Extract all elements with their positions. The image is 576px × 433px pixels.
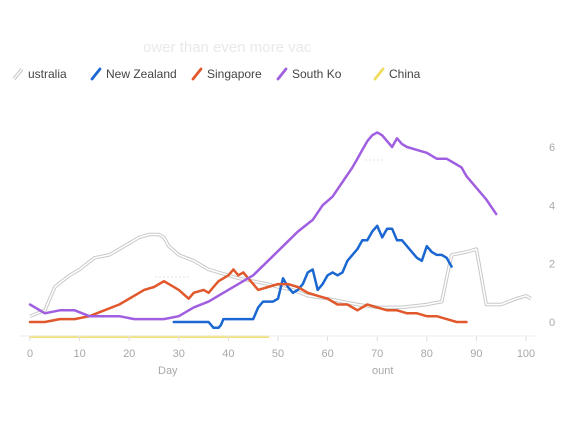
- series-group: [28, 131, 532, 338]
- x-tick-label: 40: [222, 348, 234, 360]
- y-tick-label: 2: [549, 259, 555, 271]
- legend-label-australia: ustralia: [28, 67, 67, 81]
- x-tick-label: 10: [73, 348, 85, 360]
- series-line-new-zealand: [172, 224, 453, 330]
- y-axis-ticks: 0 2 4 6: [549, 142, 555, 329]
- y-tick-label: 6: [549, 142, 555, 154]
- series-line-australia-outline: [29, 232, 532, 318]
- x-axis-label: Day: [158, 365, 178, 377]
- y-tick-label: 4: [549, 200, 555, 212]
- series-line-south-korea: [28, 131, 498, 321]
- x-tick-label: 80: [421, 348, 433, 360]
- plot-area: 0 10 20 30 40 50 60 70 80 90 100 0 2 4 6: [20, 131, 555, 360]
- chart-title: ower than even more vac: [143, 39, 312, 56]
- x-axis-label-secondary: ount: [372, 365, 393, 377]
- x-tick-label: 100: [517, 348, 535, 360]
- legend-label-south-korea: South Ko: [292, 67, 342, 81]
- legend-swatch-south-korea: [276, 67, 288, 81]
- legend-label-china: China: [389, 67, 421, 81]
- legend-swatch-australia: [13, 68, 23, 80]
- legend-label-singapore: Singapore: [207, 67, 262, 81]
- gridlines: [155, 159, 385, 278]
- x-tick-label: 0: [27, 348, 33, 360]
- series-line-australia: [29, 233, 532, 317]
- legend: ustralia New Zealand Singapore South Ko Chin…: [12, 67, 421, 81]
- x-axis-ticks: 0 10 20 30 40 50 60 70 80 90 100: [20, 335, 535, 360]
- legend-swatch-new-zealand: [90, 67, 102, 81]
- legend-swatch-china: [373, 67, 385, 81]
- x-tick-label: 60: [321, 348, 333, 360]
- x-tick-label: 20: [123, 348, 135, 360]
- x-tick-label: 70: [371, 348, 383, 360]
- x-tick-label: 50: [272, 348, 284, 360]
- legend-swatch-singapore: [191, 67, 203, 81]
- x-tick-label: 30: [173, 348, 185, 360]
- y-tick-label: 0: [549, 317, 555, 329]
- legend-label-new-zealand: New Zealand: [106, 67, 177, 81]
- x-tick-label: 90: [470, 348, 482, 360]
